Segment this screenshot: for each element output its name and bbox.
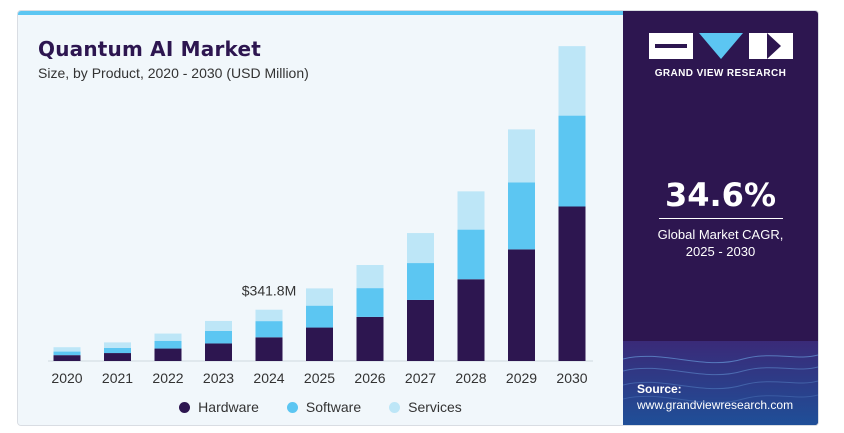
legend-label: Software [305,399,362,415]
bar-services-2024 [255,309,283,322]
x-tick-label: 2020 [51,370,82,386]
bar-hardware-2027 [407,299,434,361]
bar-software-2030 [558,115,586,207]
chart-legend: Hardware Software Services [18,397,623,417]
x-tick-label: 2022 [152,370,183,386]
legend-item-hardware: Hardware [179,399,259,415]
bar-software-2024 [255,321,283,338]
x-tick-label: 2029 [506,370,537,386]
x-tick-label: 2028 [455,370,486,386]
bar-services-2020 [53,347,81,352]
chart-subtitle: Size, by Product, 2020 - 2030 (USD Milli… [38,65,309,81]
x-tick-label: 2026 [354,370,385,386]
cagr-value: 34.6% [664,176,776,214]
stacked-bar-chart: 2020 2021 2022 2023 2024 $341.8M 2025 2026 2027 2… [48,46,593,386]
legend-item-services: Services [389,399,462,415]
brand-name: GRAND VIEW RESEARCH [654,68,787,79]
legend-label: Services [408,399,462,415]
cagr-label-line2: 2025 - 2030 [685,244,756,259]
bar-services-2026 [356,265,384,289]
bar-software-2026 [356,288,384,317]
chart-panel: 2020 2021 2022 2023 2024 $341.8M 2025 2026 2027 2… [18,15,623,425]
bar-software-2027 [407,263,434,300]
bar-hardware-2022 [154,348,182,361]
bar-services-2030 [558,46,586,116]
x-tick-label: 2024 [253,370,284,386]
chart-title: Quantum AI Market [38,37,262,61]
bar-hardware-2023 [205,343,232,361]
bar-services-2025 [306,288,333,306]
bar-software-2028 [457,229,485,280]
legend-swatch [286,401,298,413]
bar-services-2022 [154,333,182,341]
legend-label: Hardware [198,399,259,415]
bar-hardware-2026 [356,316,384,361]
bar-hardware-2030 [558,206,586,361]
chart-card: 2020 2021 2022 2023 2024 $341.8M 2025 2026 2027 2… [17,10,819,426]
x-tick-label: 2030 [556,370,587,386]
x-tick-label: 2027 [405,370,436,386]
accent-bar [18,11,623,15]
bar-hardware-2029 [508,249,535,361]
grand-view-research-logo [649,33,793,59]
bar-services-2029 [508,129,535,183]
legend-swatch [389,401,401,413]
wave-pattern [623,341,818,425]
bar-hardware-2025 [306,327,333,361]
bar-software-2022 [154,340,182,349]
x-tick-label: 2025 [304,370,335,386]
source-label: Source: [637,382,682,396]
bar-software-2021 [104,347,131,354]
x-tick-label: 2023 [203,370,234,386]
source-link[interactable]: www.grandviewresearch.com [637,398,794,412]
legend-item-software: Software [286,399,362,415]
bar-services-2023 [205,320,232,331]
bar-software-2025 [306,305,333,328]
bar-hardware-2028 [457,279,485,361]
x-tick-label: 2021 [102,370,133,386]
bar-services-2028 [457,191,485,230]
cagr-divider [659,218,783,219]
cagr-label-line1: Global Market CAGR, [657,227,784,242]
sidebar-panel: GRAND VIEW RESEARCH 34.6% Global Market … [623,11,818,425]
bar-software-2023 [205,330,232,344]
legend-swatch [179,401,191,413]
bar-services-2021 [104,342,131,348]
data-label-annotation: $341.8M [242,283,296,299]
bar-hardware-2024 [255,337,283,361]
bar-software-2020 [53,351,81,356]
bar-services-2027 [407,233,434,264]
cagr-label: Global Market CAGR, 2025 - 2030 [623,226,818,260]
bar-hardware-2020 [53,355,81,361]
bar-hardware-2021 [104,353,131,361]
bar-software-2029 [508,182,535,250]
